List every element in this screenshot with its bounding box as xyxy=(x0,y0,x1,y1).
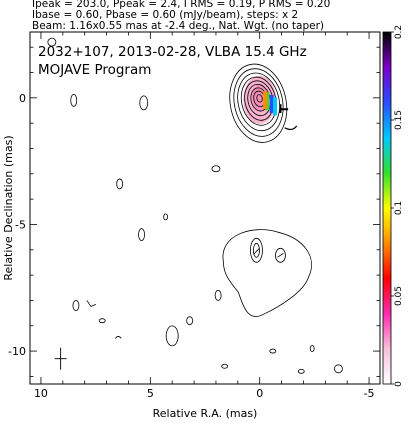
header-line-3: Beam: 1.16x0.55 mas at -2.4 deg., Nat. W… xyxy=(32,20,325,32)
noise-contour xyxy=(186,316,194,326)
x-tick-label: 10 xyxy=(34,387,48,400)
core-contour xyxy=(237,72,281,132)
polarization-bar xyxy=(265,92,270,111)
header-line-1: Ipeak = 203.0, Ppeak = 2.4, I RMS = 0.19… xyxy=(32,0,331,10)
noise-contour xyxy=(116,178,124,190)
noise-contour xyxy=(86,300,97,307)
noise-contour xyxy=(163,213,169,221)
x-tick-label: 5 xyxy=(147,387,154,400)
colorbar-tick-label: 0.2 xyxy=(394,25,404,39)
colorbar-tick-label: 0.1 xyxy=(394,201,404,215)
noise-contour xyxy=(165,325,179,347)
noise-contour xyxy=(334,364,343,374)
jet-knot-contour xyxy=(253,242,260,258)
header-line-2: Ibase = 0.60, Pbase = 0.60 (mJy/beam), s… xyxy=(32,9,299,21)
y-tick-label: 0 xyxy=(19,92,26,105)
y-tick-label: -10 xyxy=(8,345,26,358)
chart-subtitle: MOJAVE Program xyxy=(38,62,151,78)
jet-knot-contour xyxy=(275,247,286,263)
polarization-bar xyxy=(273,97,277,116)
colorbar-tick-label: 0.15 xyxy=(394,110,404,130)
jet-outer-contour xyxy=(222,229,312,317)
x-tick-label: 0 xyxy=(256,387,263,400)
colorbar-gradient xyxy=(382,31,392,385)
noise-contour xyxy=(98,318,106,324)
core-contour xyxy=(256,94,263,103)
x-tick-label: -5 xyxy=(364,387,375,400)
colorbar: 0 0.05 0.1 0.15 0.2 xyxy=(382,25,404,387)
core-contour-tail xyxy=(284,125,298,131)
y-tick-label: -5 xyxy=(15,218,26,231)
plot-frame xyxy=(29,31,381,385)
noise-contour xyxy=(47,37,57,47)
noise-contour xyxy=(221,363,229,369)
colorbar-tick-label: 0.05 xyxy=(394,286,404,306)
jet-hatch xyxy=(277,252,284,258)
y-axis-label: Relative Declination (mas) xyxy=(2,135,15,280)
chart-title: 2032+107, 2013-02-28, VLBA 15.4 GHz xyxy=(38,44,307,60)
core-contour xyxy=(233,68,284,137)
jet-hatch xyxy=(253,248,260,255)
core-contour xyxy=(229,63,288,143)
noise-contour xyxy=(114,336,122,339)
noise-contour xyxy=(72,300,80,311)
polarization-bar xyxy=(269,94,274,113)
noise-contour xyxy=(211,165,221,173)
noise-contour xyxy=(269,348,277,354)
noise-contour xyxy=(139,95,149,111)
noise-contour xyxy=(297,368,305,374)
noise-contour xyxy=(138,228,145,241)
noise-contour xyxy=(70,93,78,107)
jet-knot-contour xyxy=(250,237,263,263)
x-axis-label: Relative R.A. (mas) xyxy=(153,407,258,420)
polarization-bar xyxy=(263,91,268,110)
noise-contour xyxy=(309,345,315,352)
colorbar-tick-label: 0 xyxy=(394,381,404,387)
noise-contour xyxy=(214,289,222,301)
